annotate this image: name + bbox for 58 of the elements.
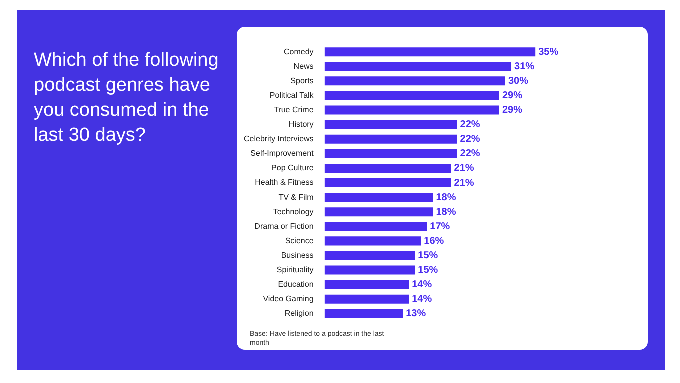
data-label: 18% bbox=[436, 206, 456, 218]
bar bbox=[324, 309, 404, 318]
y-tick-label: Political Talk bbox=[270, 90, 315, 100]
data-label: 21% bbox=[454, 178, 474, 189]
bar bbox=[324, 193, 434, 202]
data-label: 30% bbox=[508, 76, 529, 87]
bar bbox=[324, 266, 416, 275]
y-tick-label: News bbox=[294, 62, 314, 71]
data-label: 22% bbox=[460, 134, 480, 146]
data-label: 15% bbox=[418, 250, 438, 262]
bar bbox=[324, 294, 410, 304]
bar bbox=[324, 149, 458, 158]
bar bbox=[324, 48, 536, 57]
bar bbox=[324, 106, 500, 115]
data-label: 21% bbox=[454, 163, 474, 174]
data-label: 14% bbox=[412, 280, 432, 291]
y-tick-label: Technology bbox=[273, 207, 314, 216]
bar bbox=[324, 208, 434, 217]
bar bbox=[324, 222, 428, 232]
bar bbox=[324, 164, 452, 173]
y-tick-label: True Crime bbox=[274, 105, 314, 114]
data-label: 29% bbox=[502, 105, 523, 116]
data-label: 22% bbox=[460, 120, 480, 131]
y-tick-label: Education bbox=[278, 280, 314, 290]
data-label: 14% bbox=[412, 294, 432, 306]
y-tick-label: Video Gaming bbox=[263, 294, 314, 304]
data-label: 29% bbox=[502, 90, 523, 102]
y-tick-label: History bbox=[288, 120, 314, 130]
y-tick-label: Spirituality bbox=[276, 265, 314, 274]
y-tick-label: TV & Film bbox=[278, 192, 314, 202]
y-tick-label: Sports bbox=[290, 76, 314, 86]
bar bbox=[324, 76, 506, 86]
data-label: 18% bbox=[436, 192, 456, 204]
data-label: 35% bbox=[538, 46, 559, 58]
y-tick-label: Comedy bbox=[284, 47, 314, 56]
y-tick-label: Health & Fitness bbox=[255, 178, 314, 188]
bar bbox=[324, 120, 458, 130]
data-label: 22% bbox=[460, 148, 480, 160]
y-tick-label: Religion bbox=[284, 309, 314, 318]
y-tick-label: Drama or Fiction bbox=[254, 222, 314, 231]
data-label: 13% bbox=[406, 308, 426, 320]
data-label: 17% bbox=[430, 221, 450, 232]
bar bbox=[324, 178, 452, 188]
data-label: 16% bbox=[424, 236, 444, 247]
bar bbox=[324, 91, 500, 100]
y-tick-label: Self-Improvement bbox=[250, 149, 315, 158]
y-tick-label: Celebrity Interviews bbox=[244, 134, 314, 144]
bar bbox=[324, 62, 512, 72]
y-tick-label: Pop Culture bbox=[272, 164, 314, 173]
bar bbox=[324, 134, 458, 144]
y-tick-label: Business bbox=[281, 250, 314, 260]
data-label: 31% bbox=[514, 61, 535, 72]
data-label: 15% bbox=[418, 265, 438, 276]
y-tick-label: Science bbox=[285, 236, 314, 246]
bar bbox=[324, 280, 410, 290]
bar bbox=[324, 236, 422, 246]
bar bbox=[324, 251, 416, 260]
text: Which of the following podcast genres have you consumed in the last 30 days? bbox=[34, 49, 220, 148]
